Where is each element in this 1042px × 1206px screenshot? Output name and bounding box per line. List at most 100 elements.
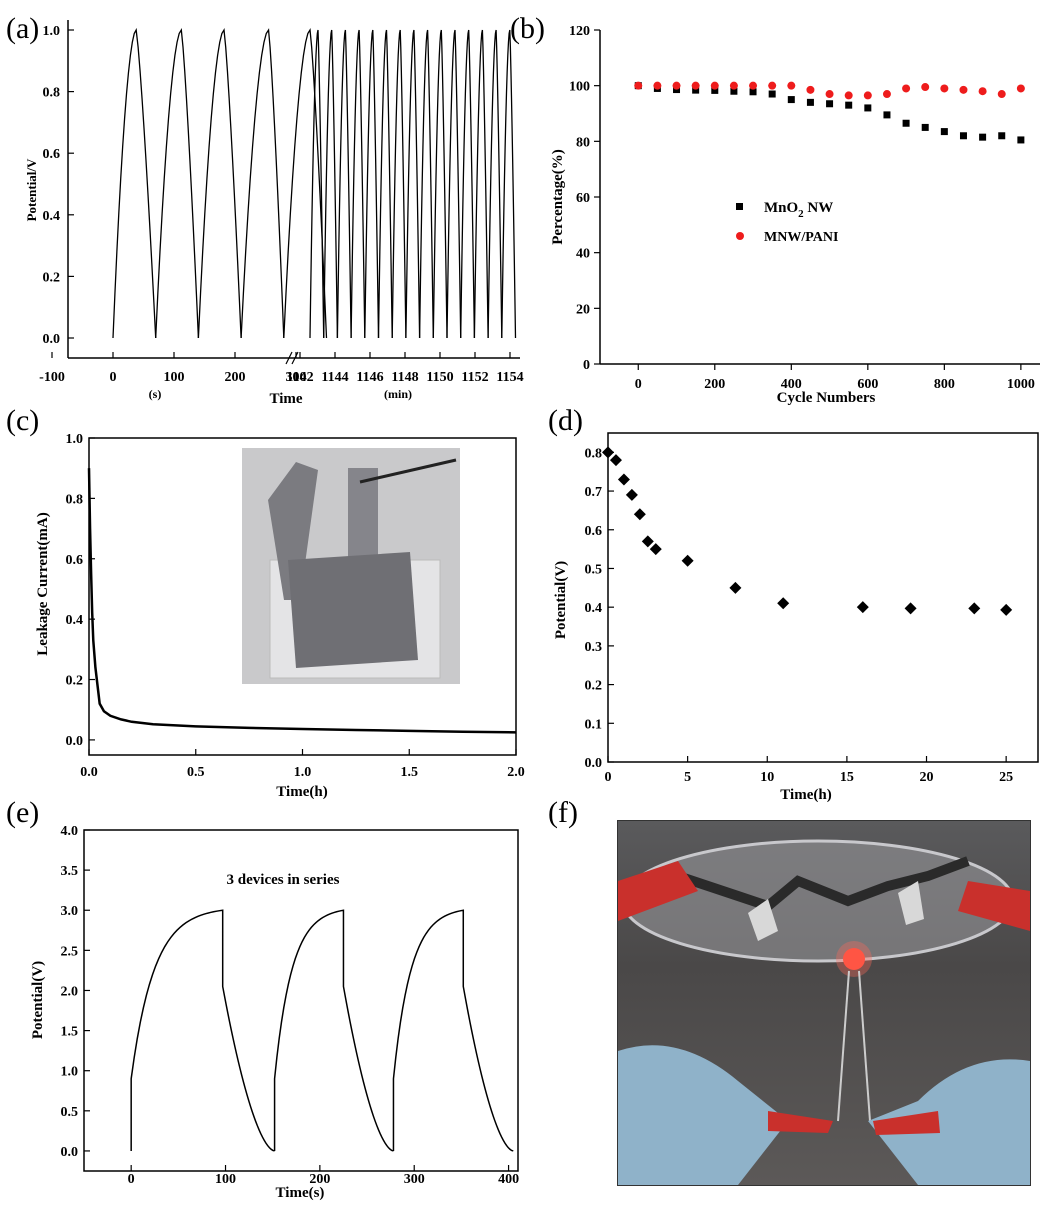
chart-a-break-mark [285, 351, 299, 365]
panel-label-e: (e) [6, 796, 39, 829]
chart-e-xtick-label: 0 [128, 1172, 135, 1187]
chart-b-point-mnw-pani [710, 81, 719, 90]
chart-d-ytick-label: 0.5 [585, 562, 603, 577]
chart-d-point [681, 554, 694, 567]
chart-e: Potential(V) Time(s) 3 devices in series… [30, 824, 519, 1201]
glove-left [618, 1045, 788, 1185]
chart-b-point-mno2 [1017, 136, 1025, 144]
chart-d-point [968, 602, 981, 615]
chart-a-cycle-right [350, 29, 366, 339]
chart-e-cycle [130, 909, 275, 1152]
chart-d-point [641, 535, 654, 548]
chart-e-ytick-label: 3.5 [61, 864, 79, 879]
chart-a-ytick-label: 0.4 [43, 209, 61, 224]
chart-a-xlabel: Time [269, 391, 302, 407]
chart-e-ytick-label: 1.5 [61, 1025, 79, 1040]
chart-b-legend: MnO2 NW MNW/PANI [736, 200, 838, 245]
chart-d-point [633, 508, 646, 521]
chart-b-point-mno2 [730, 87, 738, 95]
chart-b-point-mno2 [959, 132, 967, 140]
chart-b-point-mno2 [940, 128, 948, 136]
chart-a-xtick-label: 1148 [391, 370, 418, 385]
chart-b-ytick-label: 120 [569, 24, 590, 39]
chart-b-xtick-label: 0 [635, 377, 642, 392]
glove-right [868, 1059, 1030, 1185]
chart-d-point [904, 602, 917, 615]
chart-b-xtick-label: 600 [857, 377, 878, 392]
chart-a-xtick-label: 0 [110, 370, 117, 385]
chart-a-cycle-right [446, 29, 462, 339]
clip-bottom-right [873, 1111, 940, 1135]
chart-b-point-mnw-pani [691, 81, 700, 90]
chart-a-ylabel: Potential/V [24, 158, 39, 221]
chart-b-point-mnw-pani [959, 85, 968, 94]
chart-d-point [625, 488, 638, 501]
chart-b-ytick-label: 80 [576, 135, 590, 150]
chart-a-xtick-label: 1146 [356, 370, 383, 385]
chart-a-unit-right: (min) [384, 387, 412, 401]
chart-e-xtick-label: 400 [498, 1172, 519, 1187]
chart-d-ytick-label: 0.3 [585, 640, 603, 655]
chart-d-ytick-label: 0.8 [585, 446, 603, 461]
chart-a-cycle-right [405, 29, 421, 339]
chart-e-cycle [273, 909, 394, 1152]
chart-b-point-mnw-pani [902, 84, 911, 93]
chart-e-xtick-label: 100 [215, 1172, 236, 1187]
chart-e-xtick-label: 200 [309, 1172, 330, 1187]
chart-d-point [602, 446, 614, 459]
chart-c-xtick-label: 1.0 [294, 765, 312, 780]
chart-b-point-mnw-pani [997, 90, 1006, 99]
chart-b-point-mnw-pani [825, 90, 834, 99]
chart-a-cycle-right [501, 29, 517, 339]
chart-a-cycle-right [323, 29, 339, 339]
chart-e-ytick-label: 1.0 [61, 1065, 79, 1080]
chart-b-point-mno2 [883, 111, 891, 119]
chart-a-xtick-label: 1144 [321, 370, 348, 385]
chart-a-xtick-label: 100 [164, 370, 185, 385]
clip-middle-2 [898, 881, 924, 925]
chart-e-cycle [392, 909, 514, 1152]
chart-b-ylabel: Percentage(%) [550, 149, 566, 245]
chart-c-xlabel: Time(h) [276, 784, 327, 800]
chart-b-point-mno2 [768, 90, 776, 98]
chart-e-ytick-label: 4.0 [61, 824, 79, 839]
chart-a-xtick-label: 300 [286, 370, 307, 385]
chart-e-annotation: 3 devices in series [227, 872, 340, 888]
chart-c-xtick-label: 0.5 [187, 765, 205, 780]
chart-a-xtick-label: 1142 [286, 370, 313, 385]
chart-b-point-mno2 [787, 96, 795, 104]
chart-c-ylabel: Leakage Current(mA) [35, 512, 51, 655]
chart-a-cycle-left [112, 27, 157, 339]
legend-marker-mnw-pani [736, 232, 744, 240]
panel-label-d: (d) [548, 404, 583, 437]
chart-a-cycle-left [283, 28, 328, 339]
chart-a-ytick-label: 1.0 [43, 24, 61, 39]
chart-b-point-mnw-pani [672, 81, 681, 90]
chart-e-ylabel: Potential(V) [30, 961, 46, 1039]
chart-b-point-mnw-pani [729, 81, 738, 90]
chart-b-point-mnw-pani [940, 84, 949, 93]
chart-b-xtick-label: 800 [934, 377, 955, 392]
chart-a-ytick-label: 0.2 [43, 270, 61, 285]
clip-right [958, 881, 1030, 931]
chart-b-point-mno2 [902, 119, 910, 127]
chart-a-cycle-right [473, 29, 489, 339]
inset-photo-tweezer [359, 458, 457, 484]
led-lead-1 [837, 970, 850, 1122]
panel-f-photo-svg [618, 839, 1030, 1185]
chart-d-xtick-label: 0 [605, 770, 612, 785]
chart-d-ytick-label: 0.6 [585, 524, 603, 539]
chart-e-xtick-label: 300 [404, 1172, 425, 1187]
chart-d-ytick-label: 0.1 [585, 717, 603, 732]
chart-b-point-mno2 [998, 132, 1006, 140]
chart-b: Percentage(%) Cycle Numbers MnO2 NW MNW/… [550, 24, 1040, 406]
panel-label-a: (a) [6, 12, 39, 45]
chart-e-ytick-label: 0.0 [61, 1145, 79, 1160]
chart-a: Potential/V Time (s) (min) 0.0 0.2 0.4 0.6 0… [24, 20, 524, 407]
chart-b-point-mnw-pani [978, 87, 987, 96]
chart-d: Potential(V) Time(h) 0 5 10 15 20 25 0.0 0.1 0.2… [553, 432, 1039, 803]
chart-b-point-mno2 [826, 100, 834, 108]
chart-c-ytick-label: 0.4 [66, 613, 84, 628]
chart-b-point-mnw-pani [787, 81, 796, 90]
chart-a-xtick-label: 200 [225, 370, 246, 385]
